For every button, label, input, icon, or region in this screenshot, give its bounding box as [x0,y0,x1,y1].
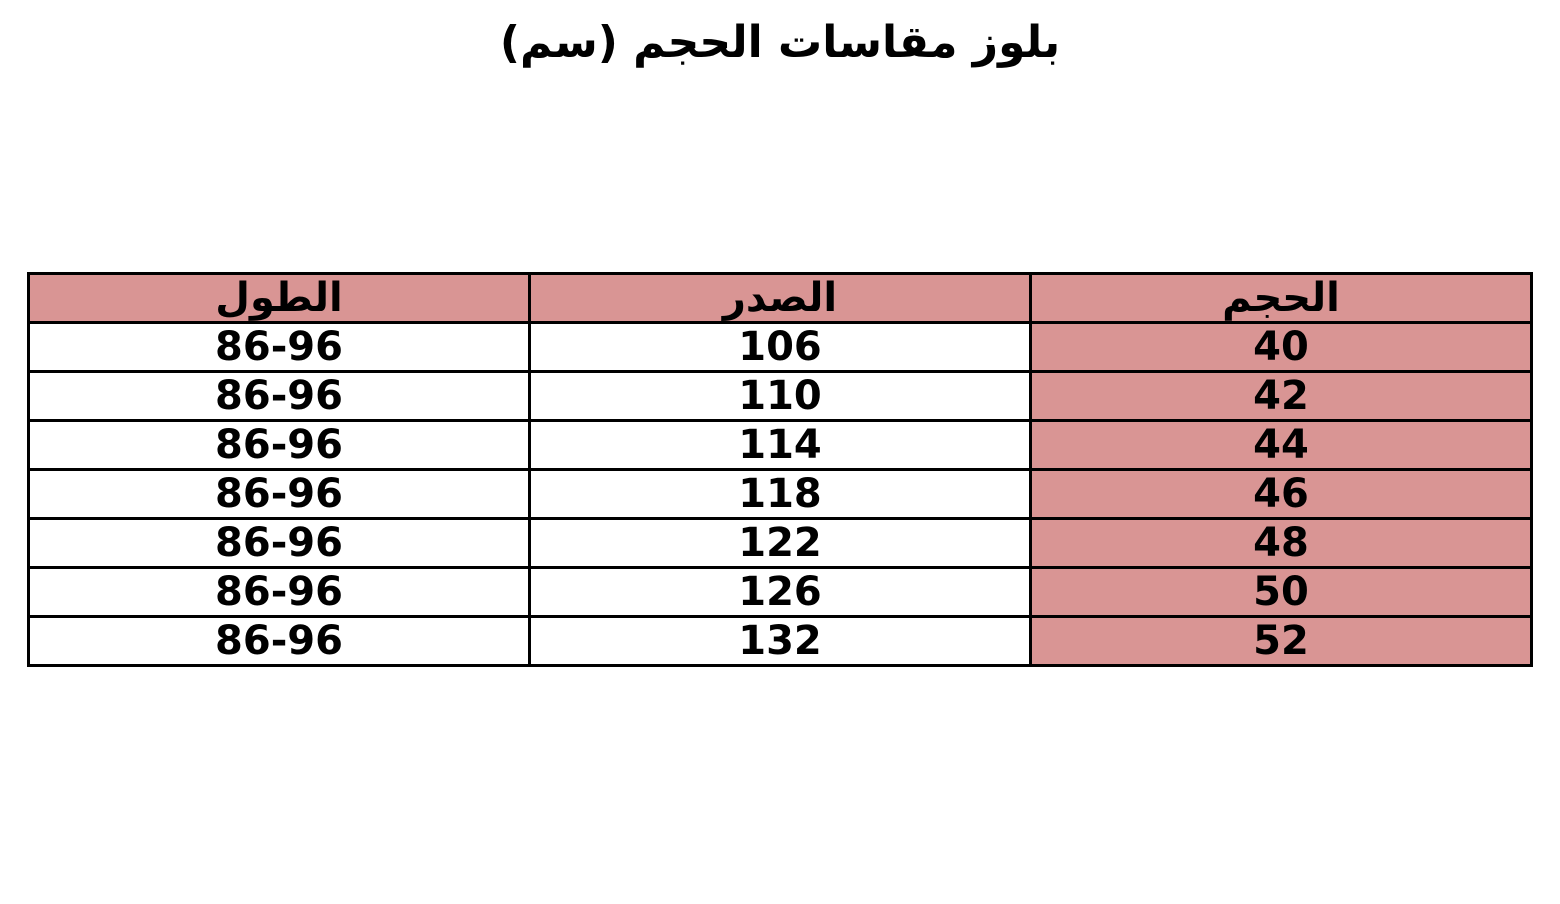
cell-chest: 114 [528,419,1032,471]
cell-chest: 126 [528,566,1032,618]
table-row: 44 114 86-96 [27,419,1533,471]
cell-size: 42 [1029,370,1533,422]
cell-chest: 122 [528,517,1032,569]
cell-size: 46 [1029,468,1533,520]
table-row: 48 122 86-96 [27,517,1533,569]
cell-length: 86-96 [27,468,531,520]
table-row: 50 126 86-96 [27,566,1533,618]
cell-chest: 132 [528,615,1032,667]
table-body: 40 106 86-96 42 110 86-96 44 114 86-96 46 118 86-96… [27,321,1533,667]
cell-size: 48 [1029,517,1533,569]
cell-length: 86-96 [27,370,531,422]
cell-size: 40 [1029,321,1533,373]
cell-chest: 106 [528,321,1032,373]
table-header: الحجم الصدر الطول [27,272,1533,324]
column-header-length: الطول [27,272,531,324]
cell-length: 86-96 [27,566,531,618]
column-header-size: الحجم [1029,272,1533,324]
cell-size: 50 [1029,566,1533,618]
size-chart-table: الحجم الصدر الطول 40 106 86-96 42 110 86-96 44… [27,272,1533,667]
table-row: 46 118 86-96 [27,468,1533,520]
cell-size: 52 [1029,615,1533,667]
cell-length: 86-96 [27,321,531,373]
cell-length: 86-96 [27,615,531,667]
header-row: الحجم الصدر الطول [27,272,1533,324]
cell-chest: 118 [528,468,1032,520]
cell-chest: 110 [528,370,1032,422]
cell-length: 86-96 [27,517,531,569]
table-row: 52 132 86-96 [27,615,1533,667]
table-row: 42 110 86-96 [27,370,1533,422]
table-row: 40 106 86-96 [27,321,1533,373]
cell-size: 44 [1029,419,1533,471]
cell-length: 86-96 [27,419,531,471]
page-title: بلوز مقاسات الحجم (سم) [499,17,1061,68]
column-header-chest: الصدر [528,272,1032,324]
